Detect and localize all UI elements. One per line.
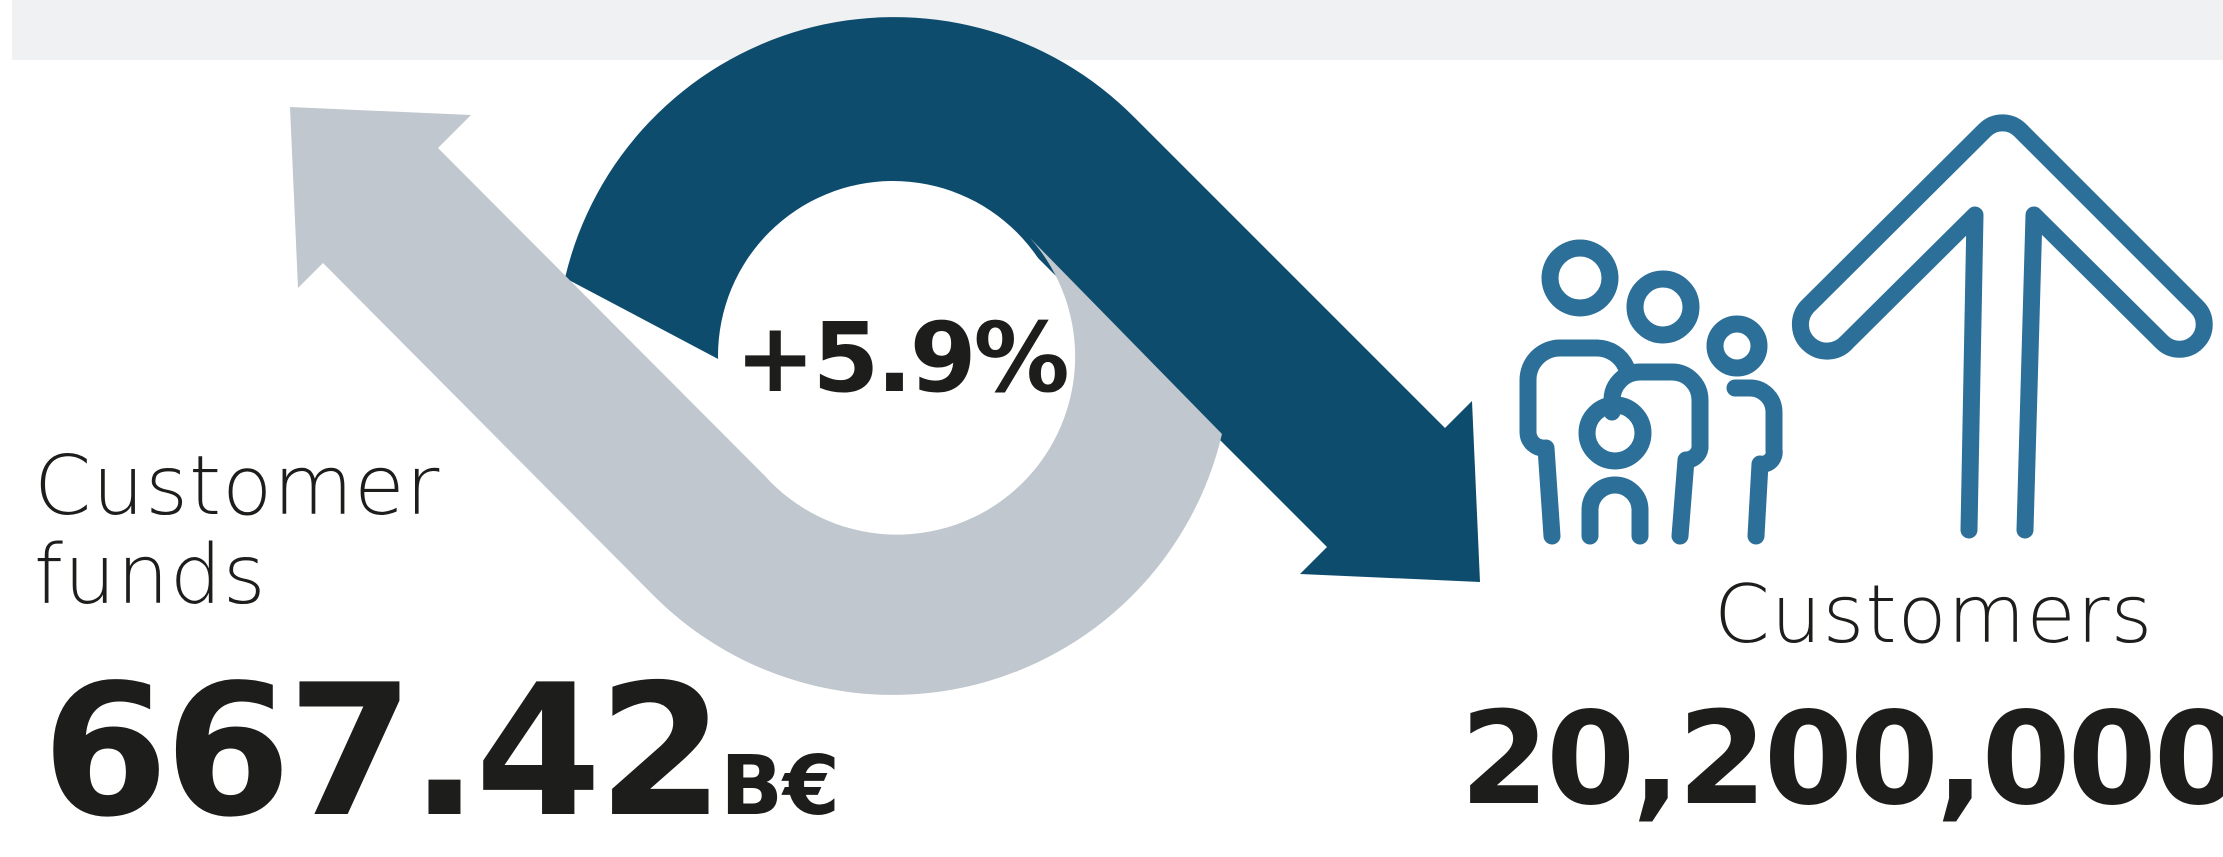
center-circle: [718, 181, 1068, 531]
customer-funds-amount: 667.42B€: [42, 660, 840, 842]
funds-amount-unit: B€: [720, 739, 840, 834]
growth-graphic: [290, 17, 2213, 695]
up-left-arrow-icon: [290, 107, 1222, 695]
down-right-arrow-icon: [565, 17, 1480, 583]
change-percentage: +5.9%: [735, 302, 1070, 414]
top-bar: [12, 0, 2223, 60]
customer-funds-label-line2: funds: [34, 528, 267, 623]
customer-funds-label-line1: Customer: [34, 439, 441, 534]
family-icon: [1519, 239, 1783, 545]
customers-label: Customers: [1714, 568, 2154, 661]
customers-count: 20,200,000: [1460, 685, 2223, 834]
double-up-arrow-icon: [1791, 114, 2213, 539]
funds-amount-value: 667.42: [42, 645, 724, 857]
